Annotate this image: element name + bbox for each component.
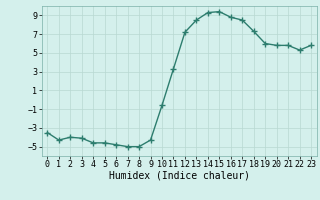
- X-axis label: Humidex (Indice chaleur): Humidex (Indice chaleur): [109, 171, 250, 181]
